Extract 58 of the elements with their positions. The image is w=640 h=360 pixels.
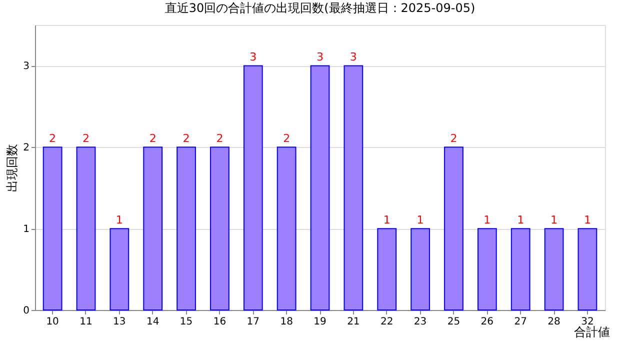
- data-label: 3: [316, 50, 324, 64]
- x-tick-label: 13: [113, 316, 126, 328]
- x-tick-label: 18: [280, 316, 293, 328]
- bar: [377, 228, 397, 310]
- x-tick-label: 27: [514, 316, 527, 328]
- bar: [76, 146, 96, 310]
- x-tick-label: 15: [180, 316, 193, 328]
- x-tick-label: 28: [548, 316, 560, 328]
- data-label: 3: [250, 50, 257, 64]
- x-tick-label: 10: [46, 316, 59, 328]
- bar: [444, 146, 464, 310]
- x-tick-label: 11: [80, 316, 92, 328]
- data-label: 2: [149, 132, 156, 146]
- data-label: 2: [450, 132, 458, 146]
- data-label: 1: [550, 214, 558, 227]
- x-tick-label: 21: [347, 316, 360, 328]
- data-label: 1: [517, 214, 524, 227]
- bar: [42, 146, 62, 310]
- data-label: 1: [484, 214, 491, 227]
- y-axis-title: 出現回数: [5, 144, 20, 192]
- data-label: 2: [216, 132, 224, 146]
- bar: [143, 146, 163, 310]
- x-tick-label: 26: [480, 316, 494, 328]
- bar: [510, 228, 530, 310]
- data-label: 1: [116, 214, 123, 227]
- bar: [110, 228, 130, 310]
- x-tick-label: 19: [314, 316, 326, 328]
- data-label: 3: [350, 50, 357, 64]
- chart-title: 直近30回の合計値の出現回数(最終抽選日：2025-09-05): [164, 1, 476, 15]
- bar: [477, 228, 497, 310]
- x-tick-label: 25: [447, 316, 460, 328]
- data-label: 2: [283, 132, 290, 146]
- bar: [310, 65, 330, 310]
- bar: [243, 65, 263, 310]
- y-tick-label: 1: [23, 224, 30, 236]
- data-label: 2: [182, 132, 190, 146]
- y-tick-label: 3: [23, 61, 30, 72]
- data-label: 1: [383, 214, 390, 227]
- bar: [410, 228, 430, 310]
- x-tick-label: 17: [246, 316, 260, 328]
- bar: [544, 228, 564, 310]
- bar: [210, 146, 230, 310]
- data-label: 2: [49, 132, 56, 146]
- data-label: 1: [416, 214, 424, 227]
- data-label: 1: [584, 214, 591, 227]
- x-tick-label: 23: [414, 316, 427, 328]
- bar: [276, 146, 296, 310]
- x-axis-title: 合計値: [574, 325, 610, 339]
- y-tick-label: 0: [23, 306, 30, 316]
- x-tick-label: 14: [146, 316, 160, 328]
- x-tick-label: 32: [581, 316, 594, 328]
- x-tick-label: 16: [213, 316, 226, 328]
- data-label: 2: [82, 132, 90, 146]
- bar: [578, 228, 598, 310]
- bar: [344, 65, 364, 310]
- x-tick-label: 22: [380, 316, 394, 328]
- y-tick-label: 2: [23, 142, 30, 154]
- bar: [176, 146, 196, 310]
